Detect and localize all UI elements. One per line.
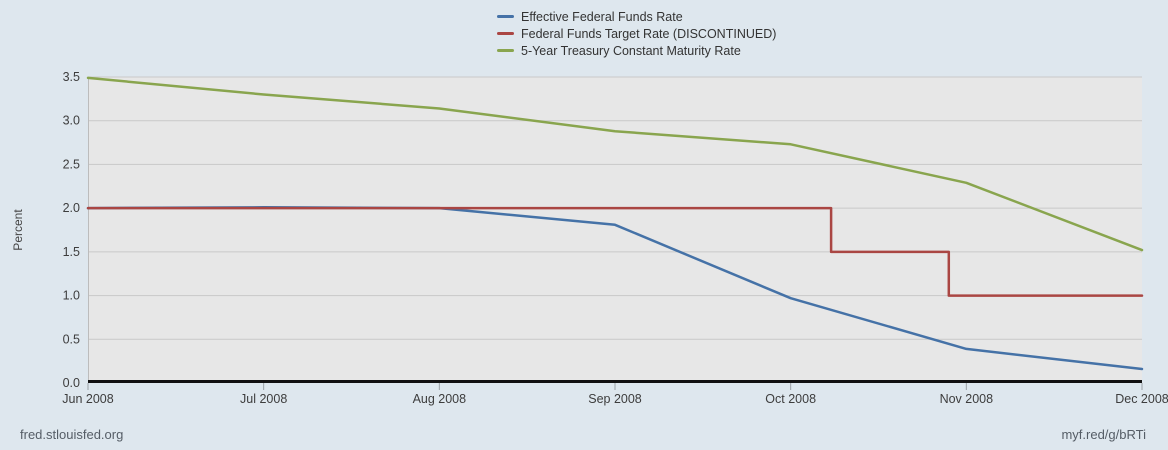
legend-item-5-year-treasury[interactable]: 5-Year Treasury Constant Maturity Rate bbox=[497, 43, 776, 58]
legend-item-effective-federal-funds-rate[interactable]: Effective Federal Funds Rate bbox=[497, 9, 776, 24]
y-tick-label-3.5: 3.5 bbox=[63, 70, 80, 84]
legend-label: Effective Federal Funds Rate bbox=[521, 9, 683, 24]
legend-label: Federal Funds Target Rate (DISCONTINUED) bbox=[521, 26, 777, 41]
series-line-5-year-treasury-constant-maturity-rate bbox=[86, 76, 1144, 252]
legend-item-federal-funds-target-rate[interactable]: Federal Funds Target Rate (DISCONTINUED) bbox=[497, 26, 777, 41]
x-tick-label-jun-2008: Jun 2008 bbox=[62, 392, 113, 406]
legend-line-swatch bbox=[497, 49, 514, 52]
chart-footer: fred.stlouisfed.org myf.red/g/bRTi bbox=[0, 427, 1168, 443]
y-tick-label-1.5: 1.5 bbox=[63, 245, 80, 259]
y-tick-label-0.5: 0.5 bbox=[63, 332, 80, 346]
plot-background bbox=[88, 77, 1142, 383]
fred-short-url-link[interactable]: myf.red/g/bRTi bbox=[1061, 427, 1146, 442]
legend-line-swatch bbox=[497, 32, 514, 35]
y-tick-label-0.0: 0.0 bbox=[63, 376, 80, 390]
y-tick-label-1.0: 1.0 bbox=[63, 289, 80, 303]
y-tick-label-2.5: 2.5 bbox=[63, 157, 80, 171]
series-line-federal-funds-target-rate-discontinued- bbox=[86, 206, 1144, 297]
x-tick-label-jul-2008: Jul 2008 bbox=[240, 392, 287, 406]
y-tick-label-2.0: 2.0 bbox=[63, 201, 80, 215]
y-tick-label-3.0: 3.0 bbox=[63, 114, 80, 128]
x-tick-label-aug-2008: Aug 2008 bbox=[413, 392, 467, 406]
fred-source-link[interactable]: fred.stlouisfed.org bbox=[20, 427, 124, 442]
x-tick-label-nov-2008: Nov 2008 bbox=[940, 392, 994, 406]
x-tick-label-sep-2008: Sep 2008 bbox=[588, 392, 642, 406]
legend-line-swatch bbox=[497, 15, 514, 18]
chart-legend: Effective Federal Funds Rate Federal Fun… bbox=[497, 9, 777, 58]
legend-label: 5-Year Treasury Constant Maturity Rate bbox=[521, 43, 741, 58]
x-tick-label-oct-2008: Oct 2008 bbox=[765, 392, 816, 406]
x-tick-label-dec-2008: Dec 2008 bbox=[1115, 392, 1168, 406]
y-axis-title: Percent bbox=[11, 209, 25, 251]
